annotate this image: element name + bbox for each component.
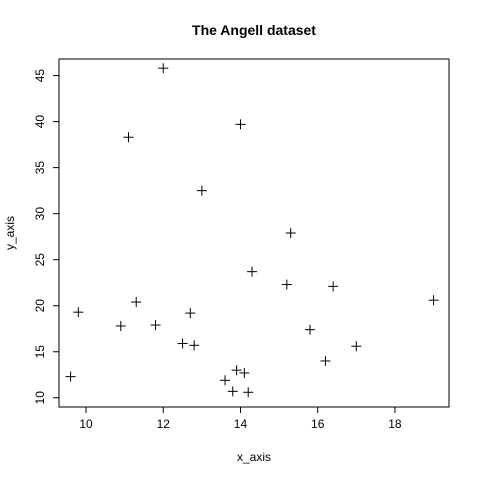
x-tick-label: 10 <box>79 417 93 431</box>
x-tick-label: 16 <box>311 417 325 431</box>
chart-title: The Angell dataset <box>192 22 316 38</box>
y-tick-label: 35 <box>33 161 47 175</box>
data-point <box>185 308 196 319</box>
y-tick-label: 15 <box>33 345 47 359</box>
x-axis-label: x_axis <box>237 450 271 464</box>
data-point <box>231 365 242 376</box>
data-point <box>235 119 246 130</box>
data-point <box>328 281 339 292</box>
data-point <box>189 340 200 351</box>
data-point <box>131 297 142 308</box>
plot-frame <box>58 58 450 408</box>
y-tick-label: 10 <box>33 391 47 405</box>
x-tick-label: 14 <box>234 417 248 431</box>
x-axis: 10 12 14 16 18 <box>79 406 402 431</box>
y-axis: 10 15 20 25 30 35 40 45 <box>33 69 60 405</box>
data-point <box>115 320 126 331</box>
data-point <box>247 266 258 277</box>
data-point <box>65 371 76 382</box>
x-tick-label: 12 <box>157 417 171 431</box>
data-point <box>177 338 188 349</box>
data-point <box>227 386 238 397</box>
y-tick-label: 20 <box>33 299 47 313</box>
data-point <box>351 341 362 352</box>
x-tick-label: 18 <box>388 417 402 431</box>
y-tick-label: 30 <box>33 207 47 221</box>
data-point <box>304 324 315 335</box>
y-tick-label: 45 <box>33 69 47 83</box>
data-point <box>150 320 161 331</box>
y-tick-label: 25 <box>33 253 47 267</box>
data-point <box>285 228 296 238</box>
data-point <box>123 132 134 143</box>
data-points <box>65 63 439 398</box>
data-point <box>320 355 331 366</box>
data-point <box>73 307 84 318</box>
data-point <box>428 295 439 306</box>
data-point <box>196 185 207 196</box>
data-point <box>281 279 292 290</box>
data-point <box>243 387 254 398</box>
y-tick-label: 40 <box>33 115 47 129</box>
y-axis-label: y_axis <box>3 216 17 250</box>
data-point <box>158 63 169 74</box>
data-point <box>239 367 250 378</box>
data-point <box>220 375 231 386</box>
